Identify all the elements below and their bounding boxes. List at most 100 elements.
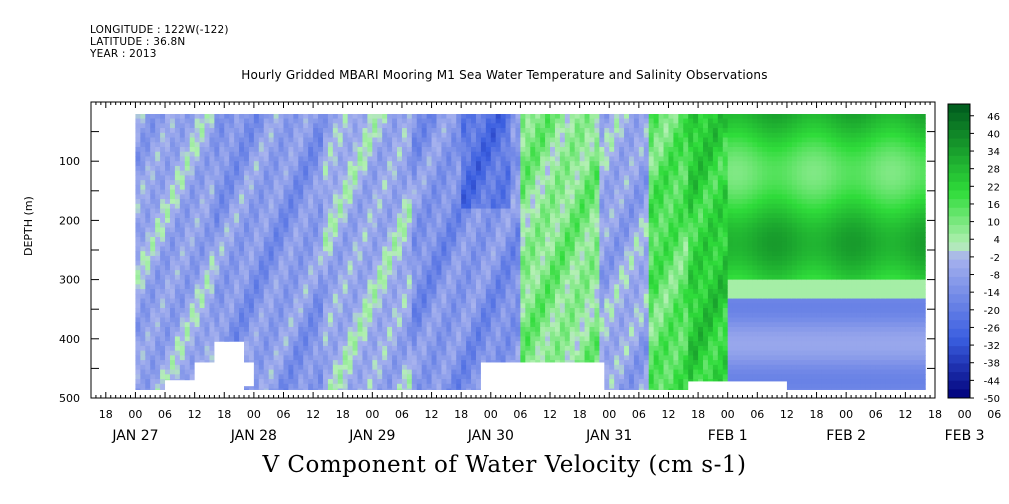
heatmap-cell [244,279,250,285]
heatmap-cell [500,137,507,143]
heatmap-cell [199,279,206,285]
heatmap-cell [318,218,324,224]
heatmap-cell [520,317,526,323]
heatmap-cell [179,227,186,233]
heatmap-cell [298,312,304,319]
heatmap-cell [179,161,186,167]
heatmap-cell [135,298,141,304]
heatmap-cell [174,303,181,309]
heatmap-cell [347,374,354,380]
heatmap-cell [337,180,344,186]
heatmap-cell [377,308,383,314]
heatmap-cell [327,236,334,243]
heatmap-cell [387,161,393,167]
heatmap-cell [441,364,447,371]
heatmap-cell [377,184,383,191]
heatmap-cell [362,345,368,352]
heatmap-cell [342,350,349,356]
heatmap-cell [392,364,398,371]
heatmap-cell [278,114,285,120]
heatmap-cell [327,251,334,257]
heatmap-cell [545,203,551,210]
heatmap-cell [520,222,526,229]
heatmap-cell [288,326,294,333]
heatmap-cell [165,360,171,366]
heatmap-cell [248,213,255,219]
heatmap-cell [471,114,477,120]
heatmap-cell [382,364,388,371]
heatmap-cell [357,132,364,139]
heatmap-cell [530,322,536,328]
heatmap-cell [150,265,156,271]
heatmap-cell [490,251,497,257]
heatmap-cell [505,175,512,181]
heatmap-cell [184,151,191,158]
heatmap-cell [209,265,215,271]
heatmap-cell [456,114,462,120]
heatmap-cell [194,274,201,281]
heatmap-cell [199,265,206,271]
heatmap-cell [545,208,551,214]
heatmap-cell [436,203,443,210]
heatmap-cell [382,156,388,162]
heatmap-cell [169,227,176,233]
heatmap-cell [456,118,462,124]
heatmap-cell [263,118,270,124]
heatmap-cell [135,199,141,205]
heatmap-cell [288,251,294,257]
heatmap-cell [480,246,487,252]
heatmap-cell [229,203,235,210]
heatmap-cell [135,255,141,262]
heatmap-cell [362,303,368,309]
heatmap-cell [510,279,517,285]
heatmap-cell [525,341,531,347]
heatmap-cell [184,232,191,238]
heatmap-cell [214,336,220,342]
heatmap-cell [490,331,497,338]
heatmap-cell [184,255,191,262]
heatmap-cell [347,227,354,233]
heatmap-cell [239,232,245,238]
heatmap-cell [545,123,551,129]
heatmap-cell [214,298,220,304]
heatmap-cell [140,322,146,328]
heatmap-cell [466,331,472,338]
heatmap-cell [352,246,359,252]
heatmap-cell [431,128,438,134]
heatmap-cell [298,151,304,158]
heatmap-cell [426,170,433,177]
heatmap-cell [239,303,245,309]
heatmap-cell [239,293,245,300]
heatmap-cell [530,175,536,181]
heatmap-cell [475,336,482,342]
heatmap-cell [520,255,526,262]
heatmap-cell [140,274,146,281]
heatmap-cell [174,142,181,148]
heatmap-cell [525,175,531,181]
heatmap-cell [377,360,383,366]
heatmap-cell [397,322,403,328]
heatmap-cell [392,303,398,309]
heatmap-cell [273,175,280,181]
heatmap-cell [337,383,344,390]
heatmap-cell [313,236,319,243]
heatmap-cell [293,194,299,200]
heatmap-cell [258,279,265,285]
heatmap-cell [510,151,517,158]
heatmap-cell [490,165,497,172]
heatmap-cell [545,189,551,195]
heatmap-cell [278,251,285,257]
heatmap-cell [466,322,472,328]
heatmap-cell [431,326,438,333]
heatmap-cell [426,146,433,153]
heatmap-cell [535,137,541,143]
heatmap-cell [520,165,526,172]
heatmap-cell [401,355,408,361]
heatmap-cell [258,123,265,129]
heatmap-cell [214,128,220,134]
heatmap-cell [500,303,507,309]
heatmap-cell [288,293,294,300]
heatmap-cell [520,137,526,143]
heatmap-cell [224,199,230,205]
heatmap-cell [347,289,354,295]
